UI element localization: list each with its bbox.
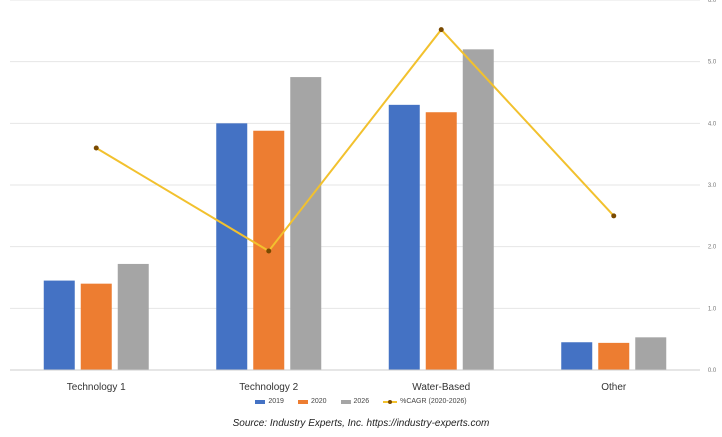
bar <box>598 342 630 370</box>
right-tick-label: 1.0 <box>708 306 717 312</box>
legend-label: 2019 <box>268 398 284 405</box>
cagr-point <box>611 213 617 219</box>
bar <box>462 49 494 370</box>
legend: 2019 2020 2026 %CAGR (2020-2026) <box>0 398 722 405</box>
category-label: Other <box>601 382 627 393</box>
category-label: Water-Based <box>412 382 470 393</box>
legend-swatch <box>255 399 266 404</box>
category-label: Technology 1 <box>67 382 126 393</box>
category-label: Technology 2 <box>239 382 298 393</box>
bar <box>43 280 75 370</box>
bar <box>290 77 322 370</box>
bars <box>43 49 667 370</box>
cagr-point <box>438 27 444 33</box>
bar <box>635 337 667 370</box>
bar <box>80 283 112 370</box>
right-tick-label: 4.0 <box>708 121 717 127</box>
legend-item: %CAGR (2020-2026) <box>383 398 467 405</box>
legend-label: %CAGR (2020-2026) <box>400 398 467 405</box>
category-labels: Technology 1 Technology 2 Water-Based Other <box>67 382 627 393</box>
legend-item: 2019 <box>255 398 284 405</box>
legend-label: 2020 <box>310 398 327 405</box>
bar <box>425 112 457 370</box>
bar <box>216 123 248 370</box>
bar <box>561 342 593 370</box>
right-tick-label: 5.0 <box>708 60 717 66</box>
right-tick-label: 0.0 <box>708 368 717 374</box>
bar <box>388 104 420 370</box>
cagr-line <box>93 27 617 254</box>
cagr-line-path <box>95 28 615 253</box>
legend-line-swatch <box>383 399 398 404</box>
cagr-point <box>266 248 272 254</box>
right-tick-label: 2.0 <box>708 245 717 251</box>
legend-item: 2020 <box>297 398 327 405</box>
source-caption: Source: Industry Experts, Inc. https://i… <box>232 418 490 429</box>
gridlines <box>10 0 700 309</box>
legend-swatch <box>340 399 351 404</box>
legend-swatch <box>297 399 308 404</box>
right-axis-ticks: 0.0 1.0 2.0 3.0 4.0 5.0 6.0 <box>708 0 717 374</box>
legend-label: 2026 <box>353 398 370 405</box>
right-tick-label: 6.0 <box>708 0 717 4</box>
bar <box>117 263 149 370</box>
cagr-point <box>93 145 99 151</box>
right-tick-label: 3.0 <box>708 183 717 189</box>
legend-item: 2026 <box>340 398 370 405</box>
